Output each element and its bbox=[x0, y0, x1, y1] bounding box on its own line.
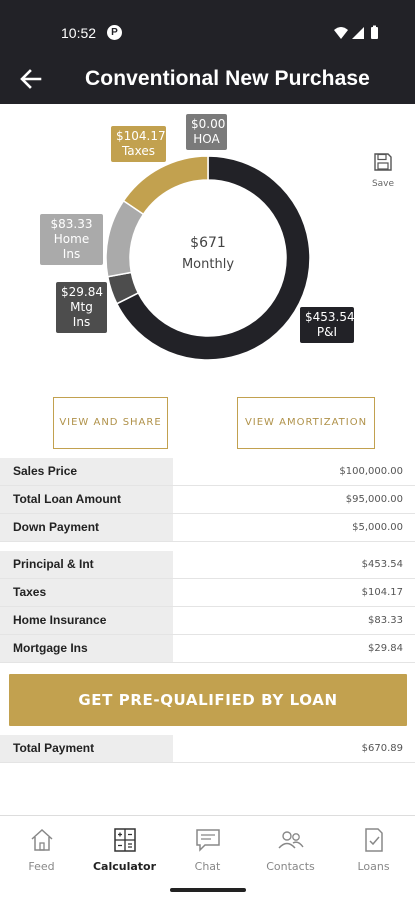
nav-calculator[interactable]: Calculator bbox=[83, 816, 166, 881]
row-label: Down Payment bbox=[0, 514, 173, 541]
nav-feed[interactable]: Feed bbox=[0, 816, 83, 881]
table-row: Home Insurance $83.33 bbox=[0, 607, 415, 635]
slice-label-pi: $453.54 P&I bbox=[300, 307, 355, 343]
calculator-icon bbox=[114, 828, 136, 852]
row-value: $453.54 bbox=[361, 559, 403, 570]
row-label: Home Insurance bbox=[0, 607, 173, 634]
chart-center-value: $671 bbox=[190, 235, 226, 251]
table-row: Down Payment $5,000.00 bbox=[0, 514, 415, 542]
row-value: $95,000.00 bbox=[345, 494, 403, 505]
home-icon bbox=[31, 828, 53, 851]
signal-icon bbox=[352, 27, 364, 39]
slice-label-hoa: $0.00 HOA bbox=[186, 114, 227, 150]
bottom-nav: Feed Calculator Chat Contacts Loans bbox=[0, 815, 415, 880]
pre-qualify-button[interactable]: GET PRE-QUALIFIED BY LOAN bbox=[9, 674, 407, 726]
row-value: $29.84 bbox=[368, 643, 403, 654]
table-row: Mortgage Ins $29.84 bbox=[0, 635, 415, 663]
slice-home-ins bbox=[105, 199, 145, 278]
chat-icon bbox=[196, 829, 220, 852]
monthly-payment-chart: $671 Monthly $104.17 Taxes $0.00 HOA $83… bbox=[0, 104, 415, 394]
save-icon bbox=[374, 153, 392, 171]
nav-loans[interactable]: Loans bbox=[332, 816, 415, 881]
slice-taxes bbox=[122, 155, 209, 216]
view-and-share-button[interactable]: VIEW AND SHARE bbox=[53, 397, 168, 449]
table-row: Total Loan Amount $95,000.00 bbox=[0, 486, 415, 514]
row-label: Total Payment bbox=[0, 735, 173, 762]
notification-badge: P bbox=[107, 25, 122, 40]
slice-label-mtg-ins: $29.84 Mtg Ins bbox=[56, 282, 107, 333]
system-icons bbox=[334, 25, 378, 39]
row-value: $104.17 bbox=[361, 587, 403, 598]
gesture-bar bbox=[0, 880, 415, 900]
back-arrow-icon[interactable] bbox=[18, 66, 44, 92]
row-value: $5,000.00 bbox=[352, 522, 403, 533]
contacts-icon bbox=[278, 831, 304, 849]
row-label: Mortgage Ins bbox=[0, 635, 173, 662]
slice-label-taxes: $104.17 Taxes bbox=[111, 126, 166, 162]
wifi-icon bbox=[334, 27, 348, 39]
home-indicator bbox=[170, 888, 246, 892]
row-label: Principal & Int bbox=[0, 551, 173, 578]
row-value: $670.89 bbox=[361, 743, 403, 754]
row-label: Taxes bbox=[0, 579, 173, 606]
battery-icon bbox=[371, 27, 378, 39]
status-bar: 10:52 P bbox=[0, 0, 415, 56]
row-value: $83.33 bbox=[368, 615, 403, 626]
save-button[interactable]: Save bbox=[366, 152, 400, 189]
status-time: 10:52 bbox=[61, 25, 97, 41]
app-bar: Conventional New Purchase bbox=[0, 56, 415, 104]
loans-icon bbox=[365, 828, 383, 852]
slice-p-i bbox=[115, 155, 311, 361]
payment-breakdown-table: Principal & Int $453.54 Taxes $104.17 Ho… bbox=[0, 551, 415, 663]
nav-contacts[interactable]: Contacts bbox=[249, 816, 332, 881]
slice-label-home-ins: $83.33 Home Ins bbox=[40, 214, 103, 265]
loan-summary-table: Sales Price $100,000.00 Total Loan Amoun… bbox=[0, 458, 415, 542]
table-row: Total Payment $670.89 bbox=[0, 735, 415, 763]
page-title: Conventional New Purchase bbox=[85, 67, 370, 90]
save-label: Save bbox=[371, 179, 395, 189]
table-row: Sales Price $100,000.00 bbox=[0, 458, 415, 486]
donut-chart bbox=[105, 155, 311, 361]
view-amortization-button[interactable]: VIEW AMORTIZATION bbox=[237, 397, 375, 449]
table-row: Taxes $104.17 bbox=[0, 579, 415, 607]
nav-chat[interactable]: Chat bbox=[166, 816, 249, 881]
row-value: $100,000.00 bbox=[339, 466, 403, 477]
chart-center-label: Monthly bbox=[181, 257, 235, 272]
row-label: Sales Price bbox=[0, 458, 173, 485]
total-payment-table: Total Payment $670.89 bbox=[0, 735, 415, 763]
row-label: Total Loan Amount bbox=[0, 486, 173, 513]
table-row: Principal & Int $453.54 bbox=[0, 551, 415, 579]
